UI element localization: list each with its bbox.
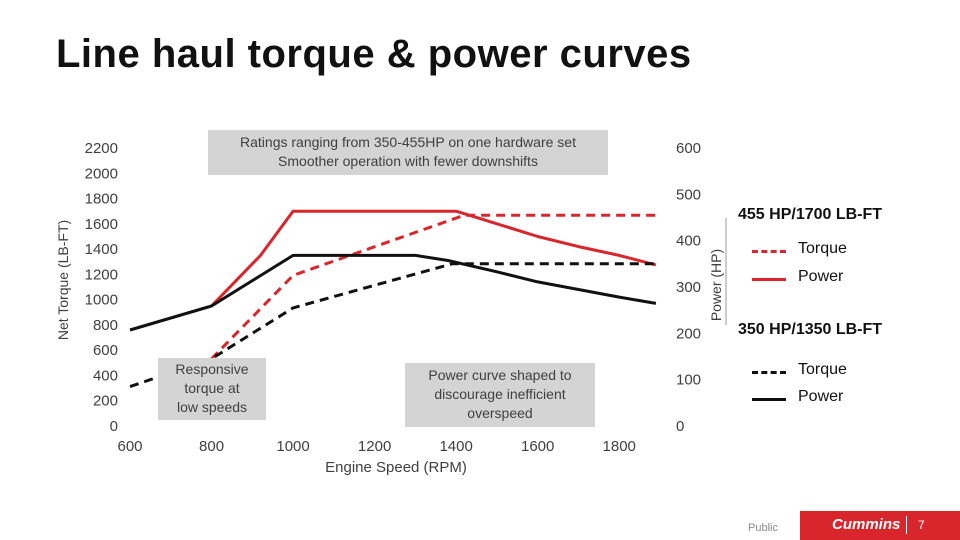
series-line-350-power bbox=[129, 262, 656, 389]
y2-tick-label: 300 bbox=[676, 279, 701, 296]
callout-responsive-line-3: low speeds bbox=[176, 399, 248, 415]
brand-bar bbox=[800, 511, 960, 540]
legend-heading-350: 350 HP/1350 LB-FT bbox=[738, 321, 883, 338]
brand-logo: Cummins bbox=[832, 516, 901, 533]
callout-power-line-1: Power curve shaped to bbox=[428, 367, 572, 383]
y-axis-label: Net Torque (LB-FT) bbox=[55, 220, 71, 340]
legend-label: Power bbox=[798, 268, 844, 285]
y2-tick-label: 600 bbox=[676, 140, 701, 157]
y-tick-label: 0 bbox=[110, 418, 118, 435]
callout-ratings-line-1: Ratings ranging from 350-455HP on one ha… bbox=[240, 134, 576, 150]
x-tick-label: 1800 bbox=[603, 438, 636, 455]
left-axis-ticks: 0 200 400 600 800 1000 1200 1400 1600 1800 2000 220… bbox=[85, 140, 118, 435]
legend-label: Torque bbox=[798, 361, 847, 378]
legend-swatch-dashed-red bbox=[752, 250, 786, 253]
y-tick-label: 1600 bbox=[85, 216, 118, 233]
y-tick-label: 800 bbox=[93, 317, 118, 334]
x-tick-label: 1000 bbox=[276, 438, 309, 455]
y-tick-label: 1800 bbox=[85, 191, 118, 208]
legend-label: Torque bbox=[798, 240, 847, 257]
callout-ratings-line-2: Smoother operation with fewer downshifts bbox=[278, 153, 538, 169]
y-tick-label: 400 bbox=[93, 367, 118, 384]
y2-tick-label: 200 bbox=[676, 325, 701, 342]
x-tick-label: 1400 bbox=[439, 438, 472, 455]
legend-label: Power bbox=[798, 388, 844, 405]
y-tick-label: 600 bbox=[93, 342, 118, 359]
footer-divider bbox=[906, 516, 907, 534]
x-tick-label: 800 bbox=[199, 438, 224, 455]
callout-power-line-3: overspeed bbox=[467, 405, 533, 421]
x-axis-label: Engine Speed (RPM) bbox=[325, 459, 467, 476]
series-line-455-power bbox=[210, 213, 656, 360]
x-tick-label: 1200 bbox=[358, 438, 391, 455]
callout-responsive-line-1: Responsive bbox=[175, 361, 249, 377]
callout-responsive-line-2: torque at bbox=[184, 380, 240, 396]
y-tick-label: 2000 bbox=[85, 165, 118, 182]
right-axis-ticks: 0 100 200 300 400 500 600 bbox=[676, 140, 701, 435]
x-tick-label: 1600 bbox=[521, 438, 554, 455]
page-title: Line haul torque & power curves bbox=[56, 32, 692, 76]
x-axis-ticks: 600 800 1000 1200 1400 1600 1800 bbox=[117, 438, 635, 455]
y-tick-label: 1000 bbox=[85, 292, 118, 309]
classification-label: Public bbox=[748, 522, 778, 534]
callout-power-curve: Power curve shaped to discourage ineffic… bbox=[405, 363, 595, 427]
y-tick-label: 200 bbox=[93, 393, 118, 410]
y2-axis-label: Power (HP) bbox=[708, 249, 724, 321]
callout-ratings: Ratings ranging from 350-455HP on one ha… bbox=[208, 130, 608, 175]
page-number: 7 bbox=[918, 518, 925, 532]
legend-heading-455: 455 HP/1700 LB-FT bbox=[738, 206, 883, 223]
y-tick-label: 2200 bbox=[85, 140, 118, 157]
legend-swatch-solid-red bbox=[752, 278, 786, 281]
y2-tick-label: 100 bbox=[676, 372, 701, 389]
legend-swatch-solid-black bbox=[752, 398, 786, 401]
series-line-455-torque bbox=[210, 209, 657, 308]
callout-responsive-torque: Responsive torque at low speeds bbox=[158, 358, 266, 420]
callout-power-line-2: discourage inefficient bbox=[434, 386, 566, 402]
series-lines bbox=[129, 209, 657, 389]
legend-swatch-dashed-black bbox=[752, 371, 786, 374]
y-tick-label: 1400 bbox=[85, 241, 118, 258]
y-tick-label: 1200 bbox=[85, 266, 118, 283]
y2-tick-label: 500 bbox=[676, 186, 701, 203]
y2-tick-label: 400 bbox=[676, 233, 701, 250]
x-tick-label: 600 bbox=[117, 438, 142, 455]
y2-tick-label: 0 bbox=[676, 418, 684, 435]
series-line-350-torque bbox=[129, 253, 657, 332]
